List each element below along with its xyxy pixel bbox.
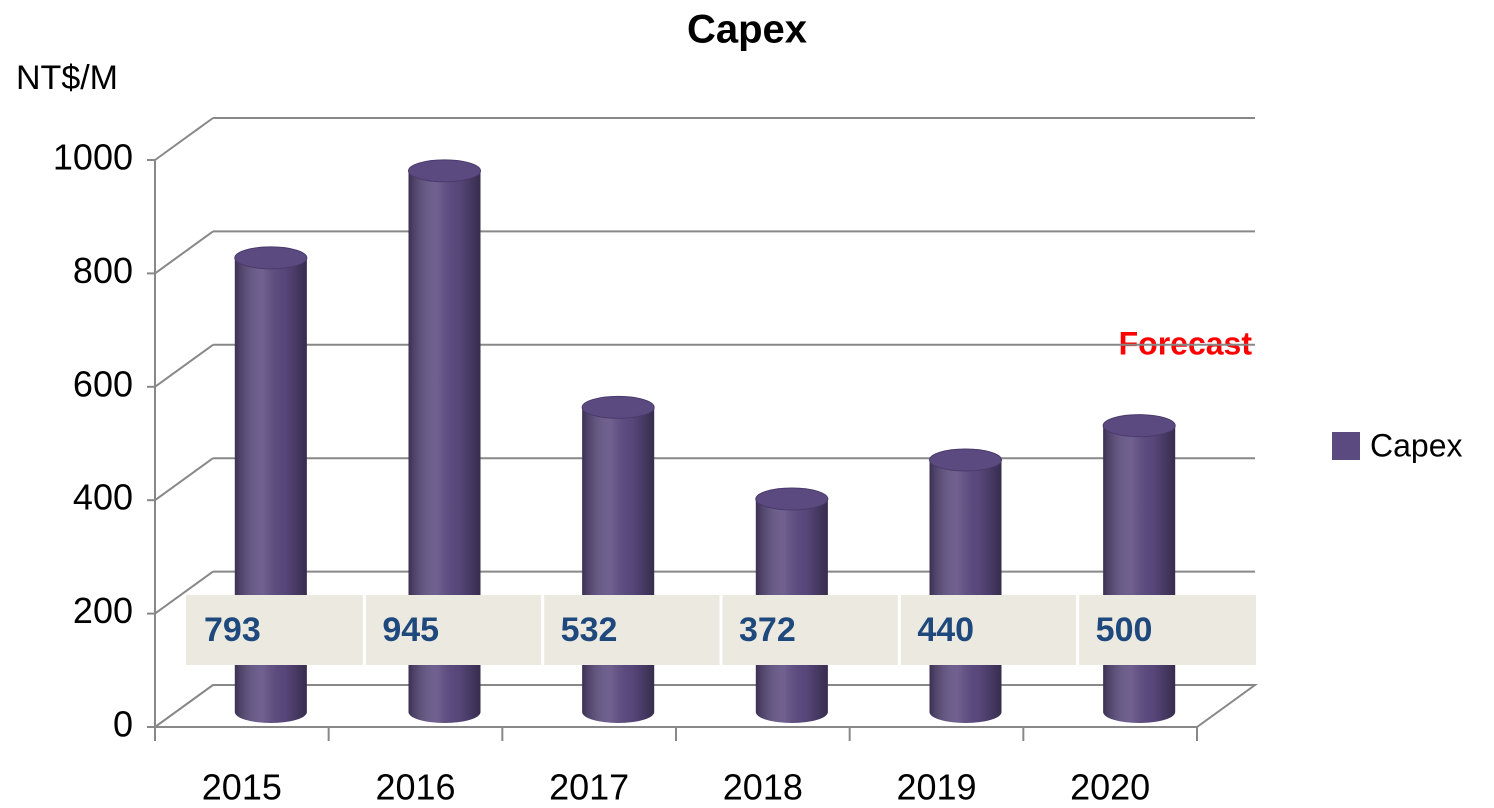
bar-shade [582,396,655,723]
chart-title: Capex [687,8,807,52]
grid-line [154,117,214,161]
annotation: Forecast [1119,325,1253,361]
value-label: 532 [561,611,618,649]
grid-line [154,343,214,388]
bar-shade [408,159,481,723]
bar-shade [1103,414,1176,723]
y-tick-label: 1000 [53,137,133,178]
grid-line [154,570,214,615]
bar-shade [929,449,1002,723]
y-tick-label: 800 [73,250,133,291]
x-tick-label: 2017 [549,767,629,808]
y-tick-label: 0 [113,704,133,745]
legend-label: Capex [1370,427,1463,463]
bar-top [408,159,481,183]
value-label: 945 [382,611,439,649]
legend-swatch [1332,432,1360,460]
y-tick-label: 600 [73,363,133,404]
value-label: 793 [204,611,261,649]
x-tick-label: 2020 [1070,767,1150,808]
grid-line [154,230,214,275]
bar-top [581,395,655,419]
y-tick-label: 200 [73,590,133,631]
grid-line [154,457,214,502]
value-label: 372 [739,611,796,649]
bar-top [234,246,308,270]
y-tick-label: 400 [73,477,133,518]
bar-top [1102,414,1176,438]
y-axis-label: NT$/M [16,59,118,97]
grid-line [154,684,214,728]
bar-top [929,448,1002,472]
value-label: 440 [917,611,974,649]
value-label: 500 [1096,611,1153,649]
x-tick-label: 2019 [896,767,976,808]
x-tick-label: 2016 [375,767,455,808]
bar-top [755,487,829,511]
x-tick-label: 2018 [723,767,803,808]
x-tick-label: 2015 [202,767,282,808]
floor [151,684,1259,728]
